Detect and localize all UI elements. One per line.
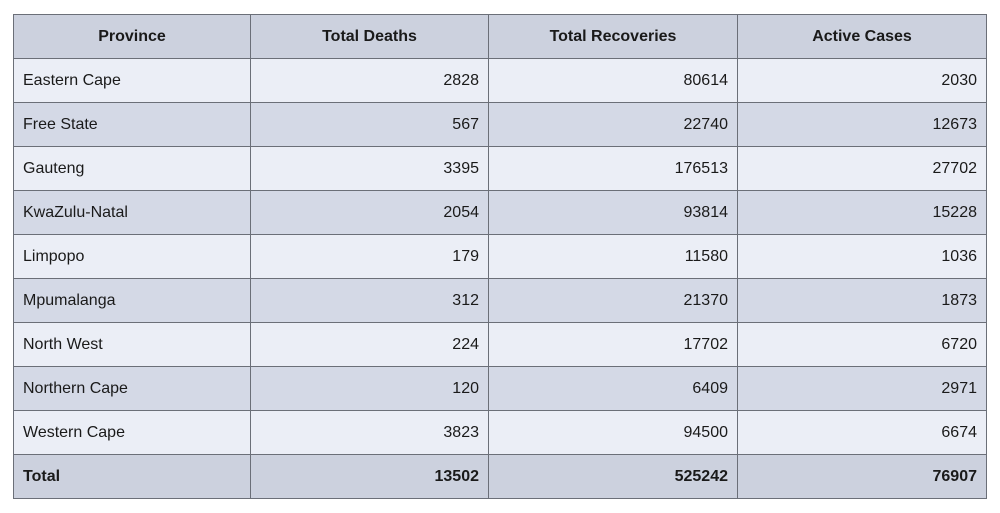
cell-total-recoveries: 176513 [488, 146, 738, 191]
cell-active-cases: 1036 [737, 234, 987, 279]
table-row: KwaZulu-Natal 2054 93814 15228 [13, 190, 987, 235]
cell-total-recoveries: 22740 [488, 102, 738, 147]
table-header-row: Province Total Deaths Total Recoveries A… [13, 14, 987, 59]
header-total-recoveries: Total Recoveries [488, 14, 738, 59]
cell-province: Free State [13, 102, 251, 147]
cell-total-recoveries: 80614 [488, 58, 738, 103]
cell-active-cases: 6674 [737, 410, 987, 455]
cell-active-cases: 15228 [737, 190, 987, 235]
cell-total-deaths: 224 [250, 322, 489, 367]
cell-total-deaths: 3395 [250, 146, 489, 191]
table-row: Western Cape 3823 94500 6674 [13, 410, 987, 455]
cell-total-deaths: 2054 [250, 190, 489, 235]
cell-total-recoveries: 11580 [488, 234, 738, 279]
table-row: Northern Cape 120 6409 2971 [13, 366, 987, 411]
header-total-deaths: Total Deaths [250, 14, 489, 59]
table-row: Eastern Cape 2828 80614 2030 [13, 58, 987, 103]
table-total-row: Total 13502 525242 76907 [13, 454, 987, 499]
cell-total-recoveries: 17702 [488, 322, 738, 367]
data-table-container: Province Total Deaths Total Recoveries A… [13, 14, 987, 499]
table-body: Eastern Cape 2828 80614 2030 Free State … [13, 58, 987, 499]
cell-province: North West [13, 322, 251, 367]
header-province: Province [13, 14, 251, 59]
total-deaths-value: 13502 [250, 454, 489, 499]
cell-province: Gauteng [13, 146, 251, 191]
cell-total-deaths: 3823 [250, 410, 489, 455]
total-active-cases-value: 76907 [737, 454, 987, 499]
cell-active-cases: 1873 [737, 278, 987, 323]
cell-province: Western Cape [13, 410, 251, 455]
cell-total-recoveries: 6409 [488, 366, 738, 411]
cell-total-deaths: 312 [250, 278, 489, 323]
cell-active-cases: 6720 [737, 322, 987, 367]
cell-active-cases: 2030 [737, 58, 987, 103]
cell-total-deaths: 179 [250, 234, 489, 279]
cell-total-deaths: 2828 [250, 58, 489, 103]
header-active-cases: Active Cases [737, 14, 987, 59]
cell-active-cases: 2971 [737, 366, 987, 411]
cell-total-deaths: 120 [250, 366, 489, 411]
cell-total-deaths: 567 [250, 102, 489, 147]
cell-province: Eastern Cape [13, 58, 251, 103]
cell-total-recoveries: 93814 [488, 190, 738, 235]
cell-province: KwaZulu-Natal [13, 190, 251, 235]
table-row: Mpumalanga 312 21370 1873 [13, 278, 987, 323]
cell-total-recoveries: 94500 [488, 410, 738, 455]
cell-total-recoveries: 21370 [488, 278, 738, 323]
cell-province: Mpumalanga [13, 278, 251, 323]
table-row: North West 224 17702 6720 [13, 322, 987, 367]
total-recoveries-value: 525242 [488, 454, 738, 499]
table-row: Gauteng 3395 176513 27702 [13, 146, 987, 191]
cell-active-cases: 12673 [737, 102, 987, 147]
province-stats-table: Province Total Deaths Total Recoveries A… [13, 14, 987, 499]
table-row: Limpopo 179 11580 1036 [13, 234, 987, 279]
cell-province: Northern Cape [13, 366, 251, 411]
cell-active-cases: 27702 [737, 146, 987, 191]
table-row: Free State 567 22740 12673 [13, 102, 987, 147]
total-label: Total [13, 454, 251, 499]
cell-province: Limpopo [13, 234, 251, 279]
